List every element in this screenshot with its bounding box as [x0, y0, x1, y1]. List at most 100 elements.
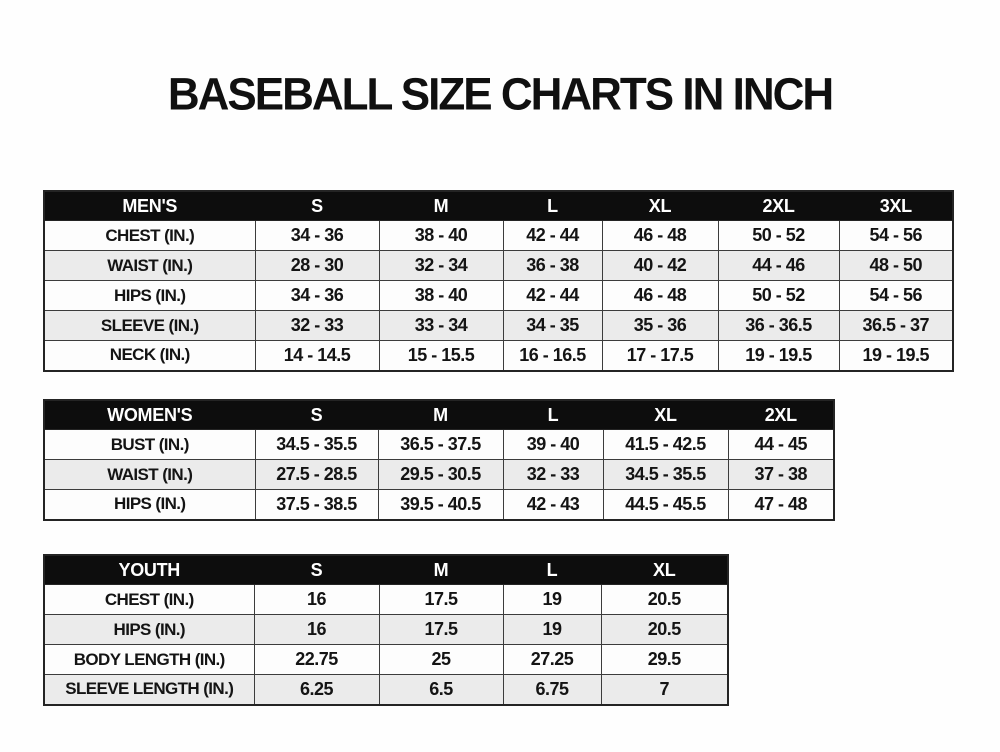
measurement-row-label: NECK (IN.)	[43, 340, 256, 371]
size-value-cell: 36 - 38	[502, 250, 603, 281]
size-column-header: 3XL	[838, 190, 954, 221]
size-value-cell: 16	[253, 584, 380, 615]
size-value-cell: 39.5 - 40.5	[377, 489, 504, 520]
size-value-cell: 50 - 52	[717, 280, 840, 311]
size-value-cell: 33 - 34	[378, 310, 504, 341]
size-value-cell: 28 - 30	[254, 250, 380, 281]
table-group-header: MEN'S	[43, 190, 256, 221]
size-value-cell: 27.5 - 28.5	[254, 459, 379, 490]
size-value-cell: 6.75	[502, 674, 602, 705]
size-value-cell: 46 - 48	[601, 280, 719, 311]
size-value-cell: 17.5	[378, 584, 504, 615]
size-value-cell: 29.5 - 30.5	[377, 459, 504, 490]
header-row: YOUTH S M L XL	[43, 554, 729, 585]
size-value-cell: 35 - 36	[601, 310, 719, 341]
table-row: SLEEVE (IN.) 32 - 33 33 - 34 34 - 35 35 - 36…	[43, 310, 954, 341]
size-value-cell: 37.5 - 38.5	[254, 489, 379, 520]
size-column-header: XL	[600, 554, 729, 585]
size-value-cell: 7	[600, 674, 729, 705]
header-row: MEN'S S M L XL 2XL 3XL	[43, 190, 954, 221]
table-row: CHEST (IN.) 16 17.5 19 20.5	[43, 584, 729, 615]
measurement-row-label: CHEST (IN.)	[43, 220, 256, 251]
table-row: SLEEVE LENGTH (IN.) 6.25 6.5 6.75 7	[43, 674, 729, 705]
size-value-cell: 32 - 33	[254, 310, 380, 341]
size-value-cell: 41.5 - 42.5	[602, 429, 729, 460]
size-value-cell: 47 - 48	[727, 489, 835, 520]
table-row: WAIST (IN.) 27.5 - 28.5 29.5 - 30.5 32 - 33…	[43, 459, 835, 490]
table-row: HIPS (IN.) 34 - 36 38 - 40 42 - 44 46 - 48 50…	[43, 280, 954, 311]
table-row: BUST (IN.) 34.5 - 35.5 36.5 - 37.5 39 - 40 4…	[43, 429, 835, 460]
size-value-cell: 48 - 50	[838, 250, 954, 281]
size-value-cell: 6.25	[253, 674, 380, 705]
measurement-row-label: HIPS (IN.)	[43, 489, 256, 520]
size-value-cell: 46 - 48	[601, 220, 719, 251]
size-value-cell: 34 - 35	[502, 310, 603, 341]
size-value-cell: 54 - 56	[838, 280, 954, 311]
size-value-cell: 16 - 16.5	[502, 340, 603, 371]
measurement-row-label: BODY LENGTH (IN.)	[43, 644, 255, 675]
table-row: HIPS (IN.) 16 17.5 19 20.5	[43, 614, 729, 645]
size-value-cell: 36.5 - 37	[838, 310, 954, 341]
size-value-cell: 34 - 36	[254, 280, 380, 311]
size-value-cell: 20.5	[600, 614, 729, 645]
size-column-header: M	[377, 399, 504, 430]
measurement-row-label: CHEST (IN.)	[43, 584, 255, 615]
table-row: BODY LENGTH (IN.) 22.75 25 27.25 29.5	[43, 644, 729, 675]
size-value-cell: 44 - 46	[717, 250, 840, 281]
mens-size-table: MEN'S S M L XL 2XL 3XL CHEST (IN.) 34 - 36 38 - 4…	[43, 190, 954, 372]
measurement-row-label: WAIST (IN.)	[43, 250, 256, 281]
table-row: CHEST (IN.) 34 - 36 38 - 40 42 - 44 46 - 48 5…	[43, 220, 954, 251]
womens-size-table: WOMEN'S S M L XL 2XL BUST (IN.) 34.5 - 35.5 36.5…	[43, 399, 835, 521]
size-value-cell: 14 - 14.5	[254, 340, 380, 371]
size-value-cell: 36 - 36.5	[717, 310, 840, 341]
size-column-header: L	[502, 399, 604, 430]
size-value-cell: 50 - 52	[717, 220, 840, 251]
size-column-header: L	[502, 554, 602, 585]
size-column-header: M	[378, 554, 504, 585]
size-column-header: 2XL	[717, 190, 840, 221]
size-value-cell: 32 - 33	[502, 459, 604, 490]
youth-size-table: YOUTH S M L XL CHEST (IN.) 16 17.5 19 20.5 HIPS (I…	[43, 554, 729, 706]
size-value-cell: 38 - 40	[378, 220, 504, 251]
size-value-cell: 19 - 19.5	[838, 340, 954, 371]
measurement-row-label: BUST (IN.)	[43, 429, 256, 460]
table-row: HIPS (IN.) 37.5 - 38.5 39.5 - 40.5 42 - 43 4…	[43, 489, 835, 520]
size-value-cell: 36.5 - 37.5	[377, 429, 504, 460]
size-value-cell: 25	[378, 644, 504, 675]
table-row: NECK (IN.) 14 - 14.5 15 - 15.5 16 - 16.5 17 …	[43, 340, 954, 371]
size-value-cell: 34 - 36	[254, 220, 380, 251]
size-value-cell: 37 - 38	[727, 459, 835, 490]
size-column-header: S	[254, 190, 380, 221]
size-column-header: 2XL	[727, 399, 835, 430]
table-group-header: YOUTH	[43, 554, 255, 585]
size-value-cell: 32 - 34	[378, 250, 504, 281]
size-value-cell: 19 - 19.5	[717, 340, 840, 371]
size-value-cell: 42 - 44	[502, 280, 603, 311]
size-value-cell: 17.5	[378, 614, 504, 645]
header-row: WOMEN'S S M L XL 2XL	[43, 399, 835, 430]
size-value-cell: 17 - 17.5	[601, 340, 719, 371]
size-value-cell: 40 - 42	[601, 250, 719, 281]
size-value-cell: 44.5 - 45.5	[602, 489, 729, 520]
size-column-header: XL	[601, 190, 719, 221]
size-value-cell: 54 - 56	[838, 220, 954, 251]
size-value-cell: 6.5	[378, 674, 504, 705]
size-column-header: S	[253, 554, 380, 585]
size-value-cell: 42 - 43	[502, 489, 604, 520]
size-column-header: S	[254, 399, 379, 430]
size-value-cell: 16	[253, 614, 380, 645]
size-value-cell: 44 - 45	[727, 429, 835, 460]
measurement-row-label: SLEEVE (IN.)	[43, 310, 256, 341]
size-value-cell: 39 - 40	[502, 429, 604, 460]
size-value-cell: 20.5	[600, 584, 729, 615]
size-value-cell: 38 - 40	[378, 280, 504, 311]
measurement-row-label: HIPS (IN.)	[43, 614, 255, 645]
table-row: WAIST (IN.) 28 - 30 32 - 34 36 - 38 40 - 42 4…	[43, 250, 954, 281]
size-value-cell: 22.75	[253, 644, 380, 675]
size-column-header: XL	[602, 399, 729, 430]
size-column-header: M	[378, 190, 504, 221]
size-value-cell: 42 - 44	[502, 220, 603, 251]
size-column-header: L	[502, 190, 603, 221]
measurement-row-label: HIPS (IN.)	[43, 280, 256, 311]
size-value-cell: 19	[502, 614, 602, 645]
